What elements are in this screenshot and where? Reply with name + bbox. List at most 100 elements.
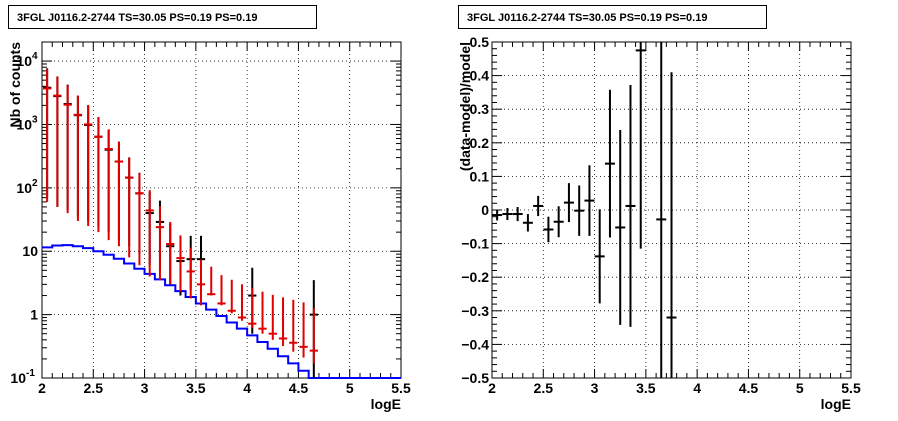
y-tick-base: 10 [16, 116, 32, 132]
residual-point [553, 206, 564, 238]
y-tick-label: 10 3 [16, 114, 38, 132]
grid-left [42, 42, 401, 378]
y-tick-base: 10 [16, 53, 32, 69]
grid-right [492, 42, 851, 378]
chart-title-left: 3FGL J0116.2-2744 TS=30.05 PS=0.19 PS=0.… [8, 5, 317, 29]
residual-point [533, 195, 544, 217]
x-axis-label-right: logE [821, 396, 851, 412]
y-tick-exponent: 2 [32, 178, 38, 189]
fit-point [289, 299, 298, 352]
fit-point [145, 190, 154, 277]
fit-point [73, 95, 83, 221]
fit-series [43, 69, 318, 364]
y-tick-label: 10 4 [16, 51, 38, 69]
y-tick-label: −0.5 [461, 370, 489, 386]
fit-point [207, 266, 216, 296]
residual-point [563, 183, 574, 223]
fit-point [104, 129, 113, 241]
y-tick-exponent: -1 [26, 368, 35, 379]
y-tick-base: 10 [16, 180, 32, 196]
fit-point [166, 221, 175, 285]
x-tick-label: 5 [346, 380, 354, 396]
fit-point [217, 275, 226, 306]
x-tick-label: 2 [488, 380, 496, 396]
x-tick-label: 3.5 [186, 380, 206, 396]
y-tick-exponent: 3 [32, 114, 38, 125]
x-axis-label-left: logE [371, 396, 401, 412]
x-tick-label: 4.5 [739, 380, 759, 396]
residual-point [635, 42, 646, 249]
fit-point [258, 291, 267, 334]
residual-point [502, 207, 513, 221]
residual-series [492, 42, 677, 378]
fit-point [237, 284, 247, 321]
residual-point [666, 72, 677, 378]
fit-point [268, 294, 277, 340]
fit-point [299, 302, 308, 358]
x-tick-label: 5 [796, 380, 804, 396]
y-tick-label: 10 [22, 243, 38, 259]
x-tick-label: 3 [141, 380, 149, 396]
y-tick-exponent: 4 [32, 51, 38, 62]
x-tick-label: 2.5 [534, 380, 554, 396]
fit-point [114, 141, 124, 247]
y-tick-label: 10 2 [16, 178, 38, 196]
residual-point [522, 214, 533, 232]
residual-point [656, 42, 667, 378]
x-tick-label: 3 [591, 380, 599, 396]
y-tick-label: 0.1 [470, 168, 490, 184]
fit-point [94, 117, 103, 233]
y-tick-label: 0.3 [470, 101, 490, 117]
x-ticks-right [491, 42, 852, 378]
y-tick-base: 10 [10, 370, 26, 386]
residual-point [625, 85, 636, 327]
fit-point [309, 308, 318, 364]
fit-point [186, 247, 195, 299]
fit-point [125, 157, 134, 258]
residual-point [604, 89, 615, 238]
y-tick-label: 0 [481, 202, 489, 218]
y-tick-base: 1 [30, 307, 38, 323]
x-tick-label: 2.5 [84, 380, 104, 396]
x-tick-label: 4.5 [289, 380, 309, 396]
fit-point [84, 105, 93, 227]
residual-point [492, 209, 503, 221]
y-tick-label: 10 -1 [10, 368, 35, 386]
fit-point [155, 206, 165, 281]
y-ticks-left [42, 41, 401, 379]
plot-frame-left [41, 41, 402, 379]
fit-point [63, 85, 72, 214]
y-tick-label: −0.2 [461, 269, 489, 285]
residual-point [594, 209, 605, 304]
x-tick-label: 3.5 [636, 380, 656, 396]
y-tick-label: −0.1 [461, 236, 489, 252]
y-axis-label-right: (data-model)/model [457, 42, 473, 171]
residual-point [584, 165, 595, 236]
residual-point [615, 130, 626, 325]
fit-point [196, 259, 206, 306]
y-axis-label-left: Nb of counts [7, 42, 23, 128]
y-tick-base: 10 [22, 243, 38, 259]
fit-point [43, 69, 52, 202]
fit-point [176, 235, 185, 292]
fit-point [248, 288, 257, 328]
residual-point [512, 206, 523, 222]
y-tick-label: 0.2 [470, 135, 490, 151]
x-tick-label: 2 [38, 380, 46, 396]
y-tick-label: 0.4 [470, 68, 490, 84]
y-tick-label: −0.4 [461, 336, 489, 352]
x-tick-label: 5.5 [391, 380, 411, 396]
x-tick-label: 4 [243, 380, 251, 396]
x-tick-label: 5.5 [841, 380, 861, 396]
fit-point [53, 76, 62, 207]
y-tick-label: 0.5 [470, 34, 490, 50]
x-tick-label: 4 [693, 380, 701, 396]
y-tick-label: 1 [30, 307, 38, 323]
fit-point [227, 279, 236, 314]
y-tick-label: −0.3 [461, 303, 489, 319]
residual-point [574, 185, 585, 236]
residual-point [543, 216, 554, 243]
